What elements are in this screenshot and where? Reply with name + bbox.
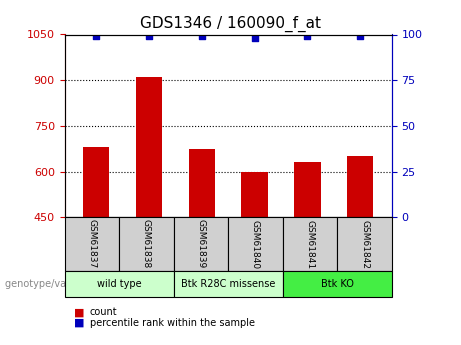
Text: percentile rank within the sample: percentile rank within the sample <box>90 318 255 327</box>
Point <box>251 36 258 41</box>
Text: count: count <box>90 307 118 317</box>
Text: wild type: wild type <box>97 279 142 289</box>
Text: GDS1346 / 160090_f_at: GDS1346 / 160090_f_at <box>140 16 321 32</box>
Point <box>93 33 100 39</box>
Text: GSM61840: GSM61840 <box>251 219 260 269</box>
Point <box>356 33 364 39</box>
Point <box>198 33 206 39</box>
Text: ■: ■ <box>74 318 84 327</box>
Text: GSM61837: GSM61837 <box>87 219 96 269</box>
Text: GSM61838: GSM61838 <box>142 219 151 269</box>
Bar <box>347 156 373 217</box>
Text: Btk R28C missense: Btk R28C missense <box>181 279 275 289</box>
Bar <box>189 149 215 217</box>
Bar <box>294 162 320 217</box>
Bar <box>136 77 162 217</box>
Bar <box>83 147 109 217</box>
Text: genotype/variation ▶: genotype/variation ▶ <box>5 279 108 289</box>
Text: Btk KO: Btk KO <box>321 279 354 289</box>
Text: GSM61839: GSM61839 <box>196 219 206 269</box>
Text: GSM61841: GSM61841 <box>306 219 314 269</box>
Point <box>304 33 311 39</box>
Point <box>145 33 153 39</box>
Text: ■: ■ <box>74 307 84 317</box>
Text: GSM61842: GSM61842 <box>360 219 369 269</box>
Bar <box>242 171 268 217</box>
